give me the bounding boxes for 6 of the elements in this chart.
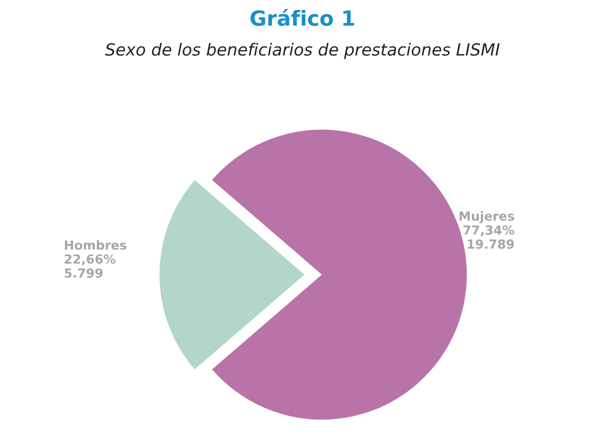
data-label: 77,34% 19.789: [463, 225, 514, 249]
chart-subtitle: Sexo de los beneficiarios de prestaciones LISMI: [105, 42, 500, 60]
slice-label: Hombres: [64, 240, 126, 250]
slice-label: Mujeres: [460, 211, 514, 224]
chart-title: Gráfico 1: [250, 9, 354, 26]
data-label: 22,66% 5.799: [64, 254, 116, 278]
